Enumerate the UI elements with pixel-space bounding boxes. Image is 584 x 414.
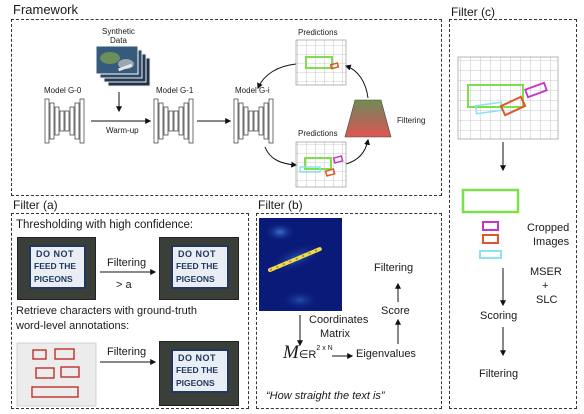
sign-word-1: DO NOT <box>36 249 74 259</box>
filter-b-title: Filter (b) <box>258 198 303 212</box>
sign-photo-input: DO NOT FEED THE PIGEONS <box>17 237 96 300</box>
retrieve-text-line-2: word-level annotations: <box>16 320 130 332</box>
predictions-label-bottom: Predictions <box>298 129 338 138</box>
cropped-images-label-1: Cropped <box>527 222 570 234</box>
coordinates-label-1: Coordinates <box>309 314 369 326</box>
threshold-condition: > a <box>116 279 132 291</box>
synthetic-data-label-2: Data <box>110 36 127 45</box>
filter-b-panel <box>256 213 442 409</box>
scoring-label: Scoring <box>480 310 518 322</box>
retrieve-text-line-1: Retrieve characters with ground-truth <box>16 305 197 317</box>
filter-c-title: Filter (c) <box>451 5 495 19</box>
sign-word-1: DO NOT <box>178 249 216 259</box>
matrix-sup: 2 x N <box>316 345 333 353</box>
model-gi-label: Model G-i <box>235 86 270 95</box>
filtering-funnel <box>344 99 392 138</box>
filter-c-grid <box>457 56 559 140</box>
matrix-expression: M∈R2 x N <box>283 342 333 364</box>
method-label-1: MSER <box>530 266 562 278</box>
filter-c-filtering-label: Filtering <box>479 368 519 380</box>
filter-b-filtering-label: Filtering <box>374 262 414 274</box>
sign-word-2: FEED THE <box>176 365 219 375</box>
predictions-label-top: Predictions <box>298 28 338 37</box>
eigenvalues-label: Eigenvalues <box>356 348 416 360</box>
model-g0-label: Model G-0 <box>44 86 82 95</box>
sign-word-3: PIGEONS <box>176 378 215 388</box>
sign-word-2: FEED THE <box>176 261 219 271</box>
gt-annotation-boxes <box>31 348 80 398</box>
sign-word-3: PIGEONS <box>34 274 73 284</box>
heatmap <box>259 218 342 311</box>
method-label-2: + <box>542 280 549 292</box>
sign-word-3: PIGEONS <box>176 274 215 284</box>
method-label-3: SLC <box>536 294 558 306</box>
threshold-text: Thresholding with high confidence: <box>16 219 194 231</box>
cropped-images-label-2: Images <box>533 236 570 248</box>
score-label: Score <box>381 305 410 317</box>
matrix-symbol: M <box>283 342 299 363</box>
network-g1 <box>153 98 194 144</box>
cropped-images <box>461 188 520 259</box>
predictions-grid-top <box>295 39 347 86</box>
sign-board: DO NOT FEED THE PIGEONS <box>29 245 86 289</box>
model-g1-label: Model G-1 <box>156 86 194 95</box>
predictions-grid-bottom <box>295 141 347 188</box>
filter-a-filtering-label: Filtering <box>107 257 147 269</box>
sign-word-2: FEED THE <box>34 261 77 271</box>
filter-c-panel <box>449 19 577 409</box>
filter-a-panel <box>11 213 249 409</box>
filter-a-filtering-label-2: Filtering <box>107 346 147 358</box>
coordinates-label-2: Matrix <box>320 328 350 340</box>
sign-board: DO NOT FEED THE PIGEONS <box>171 245 229 289</box>
framework-panel <box>11 19 442 196</box>
sign-word-1: DO NOT <box>178 353 216 363</box>
network-gi <box>233 98 274 144</box>
filter-a-title: Filter (a) <box>13 198 58 212</box>
warmup-label: Warm-up <box>106 126 139 135</box>
filter-b-caption: “How straight the text is” <box>266 390 385 402</box>
framework-filtering-label: Filtering <box>397 116 426 125</box>
framework-title: Framework <box>13 2 79 17</box>
synthetic-data-stack <box>95 45 151 87</box>
sign-photo-output: DO NOT FEED THE PIGEONS <box>159 237 239 300</box>
synthetic-data-label-1: Synthetic <box>102 27 135 36</box>
sign-photo-output-2: DO NOT FEED THE PIGEONS <box>159 341 239 406</box>
sign-board: DO NOT FEED THE PIGEONS <box>171 349 229 393</box>
network-g0 <box>44 98 85 144</box>
matrix-in: ∈R <box>298 349 317 361</box>
